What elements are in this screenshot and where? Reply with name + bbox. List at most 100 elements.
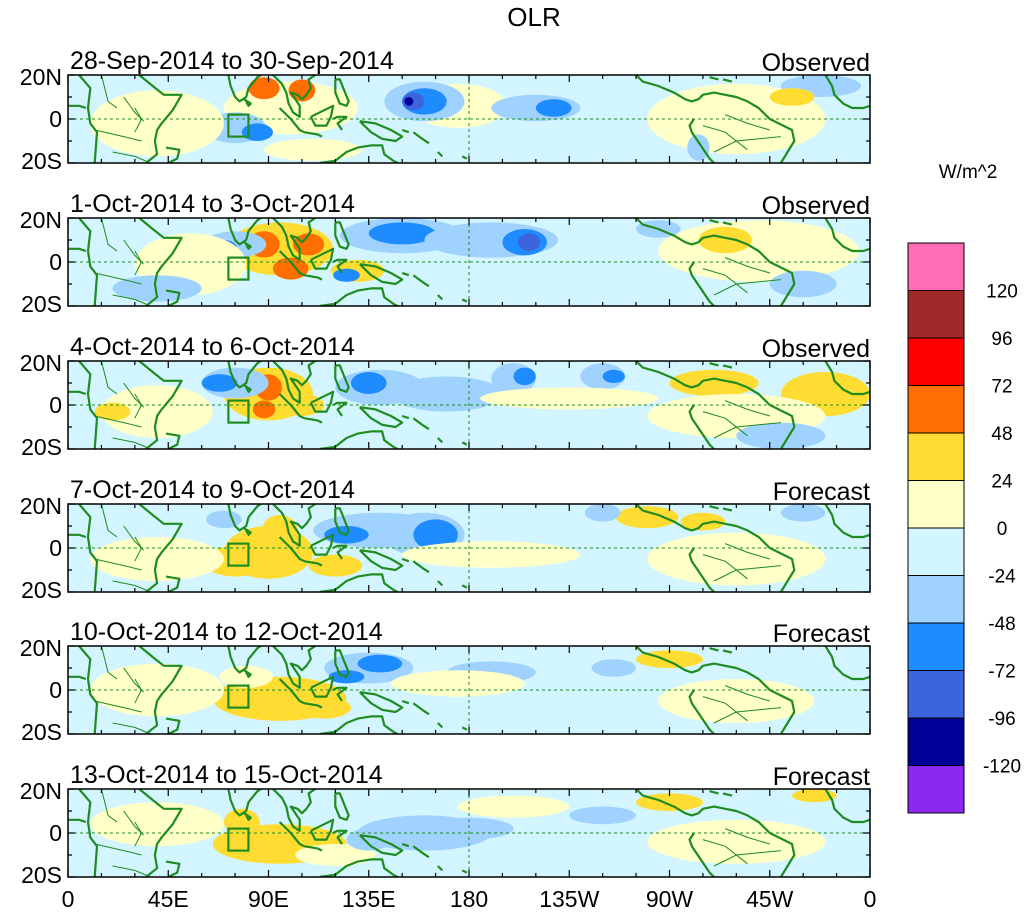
coastline xyxy=(709,505,719,510)
anomaly-contour xyxy=(333,268,360,282)
colorbar-label: 24 xyxy=(991,472,1013,493)
colorbar: W/m^2 120 96 72 48 24 0 -24 -48 -72 -96 -120 xyxy=(907,162,1021,814)
border-line xyxy=(100,646,118,680)
anomaly-contour xyxy=(687,134,710,161)
anomaly-contour xyxy=(94,402,131,421)
coastline xyxy=(243,241,252,250)
colorbar-swatch xyxy=(907,480,965,529)
border-line xyxy=(112,865,151,877)
panel-date-range: 13-Oct-2014 to 15-Oct-2014 xyxy=(70,761,383,789)
chart-title: OLR xyxy=(507,2,560,32)
panel-kind-label: Forecast xyxy=(773,620,870,648)
border-line xyxy=(702,125,748,151)
y-tick-label: 20S xyxy=(21,577,62,603)
coastline xyxy=(227,504,263,532)
coastline xyxy=(461,155,468,160)
colorbar-label: 120 xyxy=(986,282,1018,303)
coastline xyxy=(688,118,715,163)
coastline xyxy=(437,865,444,872)
panel-kind-label: Observed xyxy=(762,49,870,77)
anomaly-contour xyxy=(350,372,387,394)
y-tick-label: 20N xyxy=(20,350,62,376)
y-tick-label: 20N xyxy=(20,207,62,233)
anomaly-contour xyxy=(261,515,298,546)
coastline xyxy=(227,218,263,246)
anomaly-contour xyxy=(264,138,363,161)
coastline xyxy=(278,678,305,705)
anomaly-contour xyxy=(90,802,224,847)
anomaly-contour xyxy=(535,99,572,117)
coastline xyxy=(824,361,870,396)
coastline xyxy=(165,289,181,306)
coastline xyxy=(78,218,99,306)
coastline xyxy=(138,504,183,592)
coastline xyxy=(309,675,335,698)
border-line xyxy=(702,268,748,294)
coastline xyxy=(227,789,263,817)
coastline xyxy=(278,536,305,563)
coastline xyxy=(401,557,410,563)
y-tick-label: 20N xyxy=(20,64,62,90)
border-line xyxy=(112,580,151,592)
x-tick-label: 45E xyxy=(148,886,189,912)
coastline xyxy=(722,792,733,797)
border-line xyxy=(94,843,142,856)
coastline xyxy=(334,649,350,678)
coastline xyxy=(334,792,350,821)
colorbar-swatch xyxy=(907,385,965,434)
coastline xyxy=(227,646,263,674)
coastline xyxy=(334,221,350,250)
border-line xyxy=(702,411,748,437)
anomaly-contour xyxy=(602,369,625,383)
coastline xyxy=(319,858,399,877)
coastline xyxy=(319,573,399,592)
coastline xyxy=(319,715,399,734)
anomaly-contour xyxy=(647,532,826,586)
coastline xyxy=(722,649,733,654)
colorbar-label: -48 xyxy=(988,614,1015,635)
coastline xyxy=(722,221,733,226)
coastline xyxy=(278,250,305,277)
anomaly-contour xyxy=(669,369,759,397)
border-line xyxy=(112,722,151,734)
x-tick-label: 0 xyxy=(864,886,877,912)
anomaly-contour xyxy=(424,817,514,840)
anomaly-contour xyxy=(297,696,351,719)
coastline xyxy=(412,702,430,716)
y-tick-label: 0 xyxy=(49,249,62,275)
coastline xyxy=(722,507,733,512)
coastline xyxy=(165,432,181,449)
y-tick-label: 20N xyxy=(20,493,62,519)
border-line xyxy=(100,218,118,252)
coastline xyxy=(359,691,404,714)
border-line xyxy=(112,437,151,449)
panel-kind-label: Forecast xyxy=(773,763,870,791)
map-panel: 20N 0 20S 13-Oct-2014 to 15-Oct-2014 Forecas… xyxy=(20,761,871,888)
coastline xyxy=(243,812,252,821)
colorbar-swatch xyxy=(907,670,965,719)
coastline xyxy=(138,646,183,734)
y-tick-label: 0 xyxy=(49,820,62,846)
colorbar-swatch xyxy=(907,337,965,386)
coastline xyxy=(272,789,316,832)
coastline xyxy=(303,560,323,567)
border-line xyxy=(100,789,118,823)
coastline xyxy=(278,393,305,420)
panel-date-range: 4-Oct-2014 to 6-Oct-2014 xyxy=(70,333,355,361)
coastline xyxy=(303,274,323,281)
coastline xyxy=(709,790,719,795)
coastline xyxy=(303,702,323,709)
coastline xyxy=(68,675,87,681)
coastline xyxy=(68,104,87,110)
border-line xyxy=(94,272,142,285)
border-line xyxy=(702,554,748,580)
y-tick-label: 0 xyxy=(49,535,62,561)
anomaly-contour xyxy=(101,385,213,438)
anomaly-contour xyxy=(293,233,325,256)
coastline xyxy=(272,218,316,261)
coastline xyxy=(68,818,87,824)
anomaly-contour xyxy=(413,519,458,551)
coastline xyxy=(359,263,404,286)
coastline xyxy=(278,107,305,134)
coastline xyxy=(688,832,715,877)
